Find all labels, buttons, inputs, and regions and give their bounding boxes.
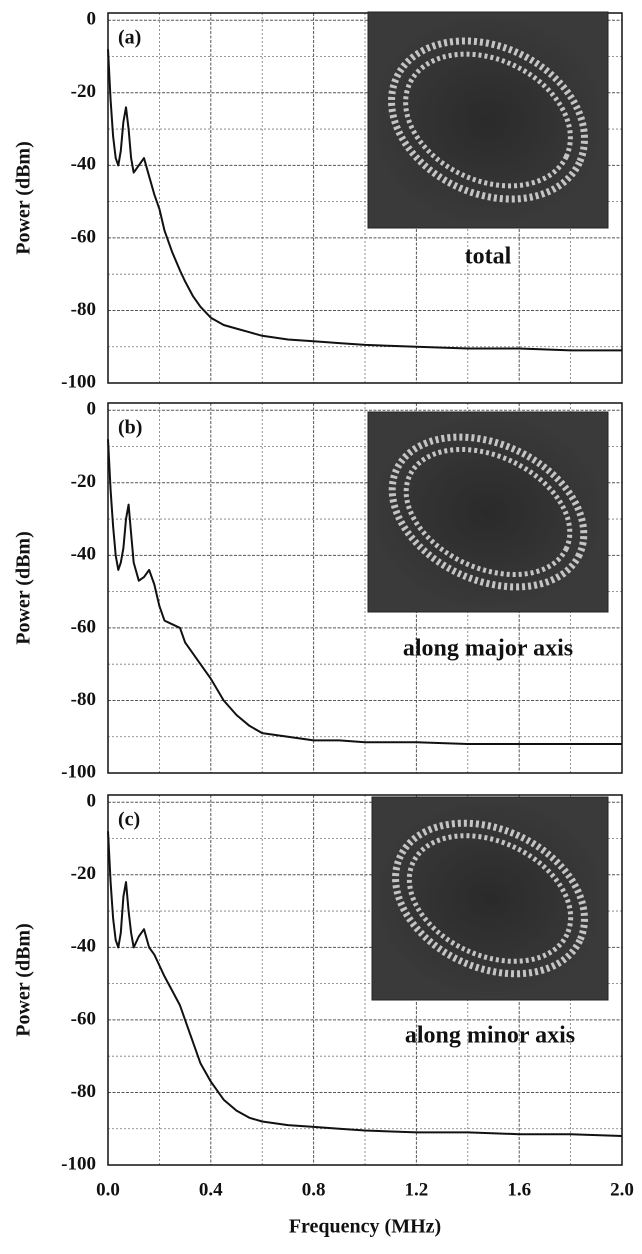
y-tick-label: 0 — [87, 399, 97, 420]
y-tick-label: 0 — [87, 9, 97, 30]
y-axis-label: Power (dBm) — [13, 531, 35, 645]
y-tick-label: -40 — [71, 154, 96, 175]
y-tick-label: -80 — [71, 299, 96, 320]
spectrum-line — [107, 831, 623, 1137]
y-tick-label: -100 — [61, 761, 96, 782]
y-axis-label: Power (dBm) — [13, 923, 35, 1037]
y-axis-label: Power (dBm) — [13, 141, 35, 255]
panel-label: (a) — [118, 27, 141, 49]
y-tick-label: -60 — [71, 1008, 96, 1029]
y-tick-label: -40 — [71, 936, 96, 957]
x-tick-label: 0.4 — [199, 1179, 223, 1200]
y-tick-label: -40 — [71, 544, 96, 565]
inset-image — [367, 11, 609, 229]
y-tick-label: -60 — [71, 616, 96, 637]
inset-ring — [403, 446, 573, 578]
y-tick-label: -80 — [71, 689, 96, 710]
inset-label: total — [465, 244, 512, 270]
y-tick-label: -100 — [61, 1153, 96, 1174]
inset-ring — [406, 833, 574, 964]
inset-image — [371, 796, 609, 1001]
plot-frame — [107, 12, 623, 384]
panel-label: (b) — [118, 417, 142, 439]
x-axis-label: Frequency (MHz) — [289, 1216, 441, 1238]
y-tick-label: -80 — [71, 1081, 96, 1102]
x-tick-label: 2.0 — [610, 1179, 634, 1200]
plot-frame — [107, 794, 623, 1166]
y-tick-label: 0 — [87, 791, 97, 812]
x-tick-label: 1.2 — [405, 1179, 429, 1200]
inset-ring — [403, 51, 573, 189]
spectrum-line — [107, 439, 622, 745]
plot-frame — [107, 402, 623, 774]
y-tick-label: -100 — [61, 371, 96, 392]
x-tick-label: 0.8 — [302, 1179, 326, 1200]
y-tick-label: -20 — [71, 863, 96, 884]
inset-label: along minor axis — [405, 1023, 575, 1049]
y-tick-label: -20 — [71, 81, 96, 102]
y-tick-label: -20 — [71, 471, 96, 492]
x-tick-label: 0.0 — [96, 1179, 120, 1200]
inset-label: along major axis — [403, 636, 573, 662]
x-tick-label: 1.6 — [507, 1179, 531, 1200]
panel-label: (c) — [118, 809, 140, 831]
inset-ring — [388, 433, 588, 591]
y-tick-label: -60 — [71, 226, 96, 247]
inset-image — [367, 411, 609, 613]
spectrum-line — [107, 49, 622, 352]
